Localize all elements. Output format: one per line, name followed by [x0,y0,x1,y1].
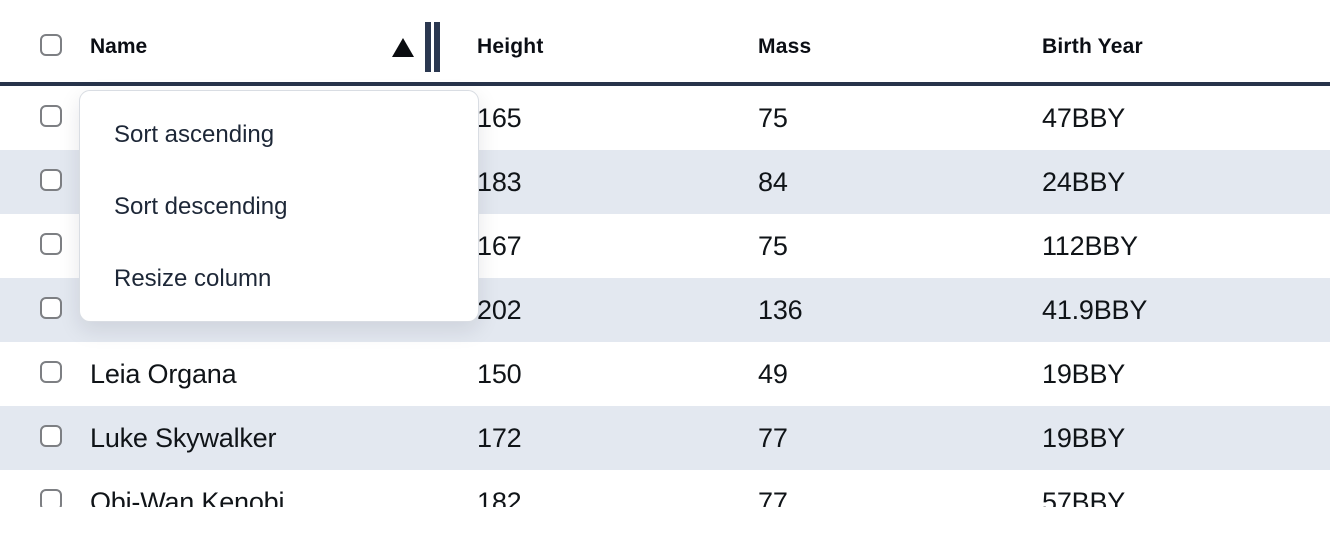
row-checkbox[interactable] [40,168,62,191]
column-resize-handle-icon[interactable] [425,22,440,72]
height-cell: 183 [477,166,522,197]
height-cell: 150 [477,358,522,389]
menu-item-sort-ascending[interactable]: Sort ascending [114,121,275,148]
table-header-row: Name Height Mass Birth Year [0,0,1330,86]
column-header-name[interactable]: Name [90,10,477,72]
name-cell: Luke Skywalker [90,422,277,453]
column-header-height[interactable]: Height [477,35,544,58]
mass-cell: 75 [758,102,788,133]
height-cell: 172 [477,422,522,453]
birth-year-cell: 47BBY [1042,102,1126,133]
mass-cell: 84 [758,166,788,197]
birth-year-cell: 24BBY [1042,166,1126,197]
row-checkbox[interactable] [40,104,62,127]
column-header-birth-year[interactable]: Birth Year [1042,35,1143,58]
height-cell: 182 [477,486,522,508]
height-cell: 165 [477,102,522,133]
row-checkbox[interactable] [40,488,62,507]
select-all-cell [0,22,90,61]
birth-year-cell: 112BBY [1042,230,1138,261]
mass-cell: 77 [758,422,788,453]
birth-year-cell: 57BBY [1042,486,1126,508]
mass-cell: 77 [758,486,788,508]
row-checkbox[interactable] [40,232,62,255]
menu-item-resize-column[interactable]: Resize column [114,265,272,292]
table-row: Leia Organa 150 49 19BBY [0,342,1330,406]
mass-cell: 136 [758,294,803,325]
height-cell: 167 [477,230,522,261]
birth-year-cell: 19BBY [1042,358,1126,389]
row-checkbox[interactable] [40,360,62,383]
select-all-checkbox[interactable] [40,33,62,56]
row-checkbox[interactable] [40,296,62,319]
sort-ascending-icon [392,37,414,57]
name-cell: Obi-Wan Kenobi [90,486,285,508]
mass-cell: 75 [758,230,788,261]
height-cell: 202 [477,294,522,325]
mass-cell: 49 [758,358,788,389]
resize-bar-right [434,22,440,72]
resize-bar-left [425,22,431,72]
data-table: Name Height Mass Birth Year 165 75 47BBY… [0,0,1330,507]
birth-year-cell: 41.9BBY [1042,294,1148,325]
birth-year-cell: 19BBY [1042,422,1126,453]
column-header-mass[interactable]: Mass [758,35,812,58]
name-cell: Leia Organa [90,358,237,389]
column-header-name-label: Name [90,35,148,58]
column-context-menu: Sort ascending Sort descending Resize co… [79,90,479,322]
table-row: Luke Skywalker 172 77 19BBY [0,406,1330,470]
table-row: Obi-Wan Kenobi 182 77 57BBY [0,470,1330,507]
row-checkbox[interactable] [40,424,62,447]
menu-item-sort-descending[interactable]: Sort descending [114,193,288,220]
